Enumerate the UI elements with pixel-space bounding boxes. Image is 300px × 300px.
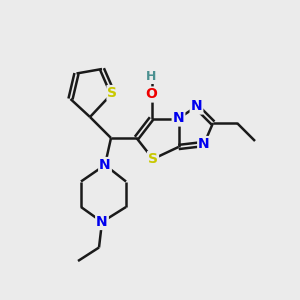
Text: N: N [198, 137, 210, 151]
Text: N: N [173, 112, 184, 125]
Text: N: N [96, 215, 108, 229]
Text: N: N [191, 100, 202, 113]
Text: H: H [146, 70, 157, 83]
Text: S: S [148, 152, 158, 166]
Text: O: O [146, 88, 158, 101]
Text: N: N [99, 158, 111, 172]
Text: S: S [107, 86, 118, 100]
